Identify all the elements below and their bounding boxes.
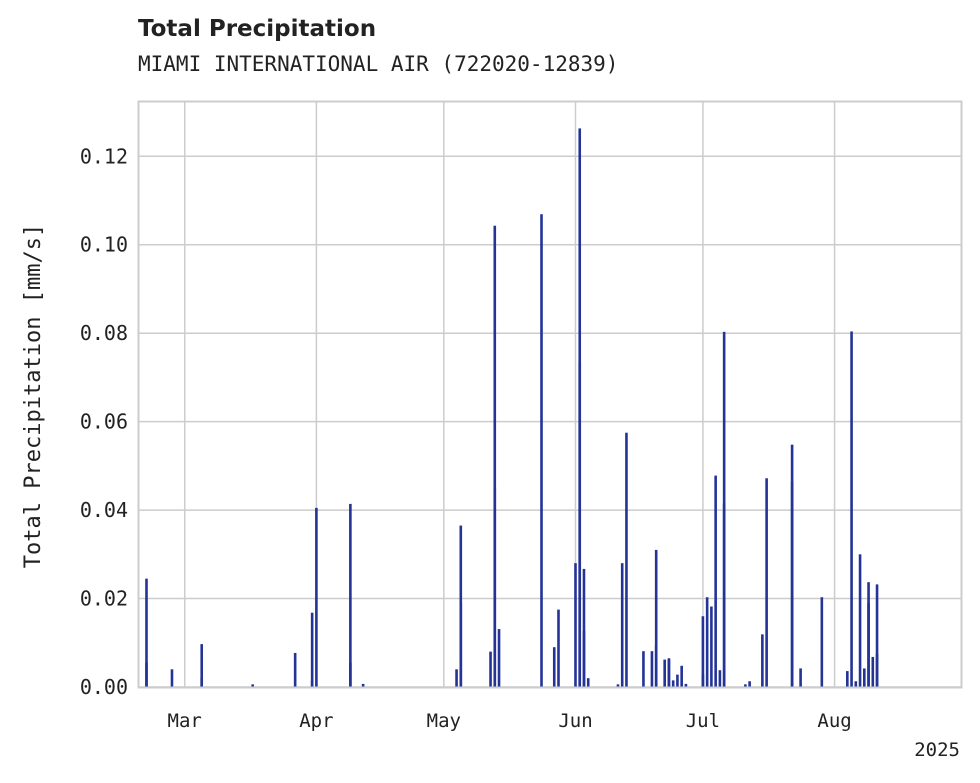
precip-bar <box>799 668 802 687</box>
precip-bar <box>455 669 458 687</box>
precip-bar <box>790 444 794 687</box>
precip-bar <box>765 478 768 687</box>
x-tick-label: Apr <box>299 710 333 732</box>
precip-bar <box>867 582 870 687</box>
precip-bar <box>701 616 705 687</box>
x-tick-labels: Mar Apr May Jun Jul Aug <box>168 710 852 732</box>
precip-bar <box>310 612 314 687</box>
bar-series <box>145 128 879 688</box>
precip-bar <box>854 681 858 687</box>
precip-bar <box>871 656 875 687</box>
x-tick-label: Jul <box>686 710 720 732</box>
precip-bar <box>489 651 492 687</box>
precip-bar <box>582 630 586 687</box>
precip-bar <box>625 432 628 687</box>
precip-bar <box>846 671 849 687</box>
precip-bar <box>684 683 688 687</box>
precip-bar <box>557 609 560 687</box>
y-tick-label: 0.02 <box>80 587 128 611</box>
chart-subtitle: MIAMI INTERNATIONAL AIR (722020-12839) <box>138 52 619 76</box>
precip-bar <box>574 563 577 687</box>
precip-bar <box>200 644 204 687</box>
precip-bar <box>586 678 590 687</box>
precip-bar <box>540 214 543 688</box>
chart-title: Total Precipitation <box>138 16 377 42</box>
x-tick-label: Aug <box>817 710 851 732</box>
precip-bar <box>200 678 204 687</box>
precip-bar <box>820 597 824 687</box>
precip-bar <box>663 659 666 687</box>
precip-bar <box>642 651 645 687</box>
precip-bar <box>315 507 318 687</box>
precip-bar <box>552 647 556 687</box>
y-tick-label: 0.00 <box>80 675 128 699</box>
grid-lines <box>138 101 962 688</box>
precip-bar <box>858 554 862 687</box>
x-year-label: 2025 <box>914 739 960 761</box>
precip-bar <box>705 597 709 687</box>
x-tick-label: Mar <box>168 710 202 732</box>
precip-bar <box>170 669 174 687</box>
precip-bar <box>875 584 879 687</box>
precip-bar <box>582 568 586 687</box>
plot-frame <box>137 100 963 689</box>
precip-bar <box>361 683 365 687</box>
precip-bar <box>667 659 671 687</box>
y-tick-label: 0.12 <box>80 144 128 168</box>
precip-bar <box>620 563 624 687</box>
y-tick-label: 0.04 <box>80 498 128 522</box>
precip-bar <box>654 549 658 687</box>
precip-bar <box>650 651 654 687</box>
y-tick-label: 0.06 <box>80 410 128 434</box>
precip-bar <box>578 128 582 687</box>
precip-bar <box>493 225 497 687</box>
precip-bar <box>863 668 866 687</box>
precip-bar <box>676 674 679 687</box>
y-tick-labels: 0.00 0.02 0.04 0.06 0.08 0.10 0.12 <box>80 144 128 699</box>
precip-bar <box>680 665 683 687</box>
y-tick-label: 0.10 <box>80 233 128 257</box>
precip-bar <box>748 681 751 687</box>
precip-bar <box>722 331 726 687</box>
precip-bar <box>850 331 853 687</box>
precip-bar <box>493 487 497 687</box>
precip-bar <box>710 606 713 687</box>
precip-bar <box>718 670 722 687</box>
x-tick-label: Jun <box>558 710 592 732</box>
x-tick-label: May <box>427 710 461 732</box>
precip-bar <box>616 684 620 687</box>
precip-bar <box>251 684 254 687</box>
precip-bar <box>497 629 501 687</box>
precip-bar <box>714 475 717 687</box>
precip-bar <box>654 644 658 687</box>
precip-bar <box>145 578 148 687</box>
precip-bar <box>671 680 675 687</box>
precip-bar <box>459 602 463 687</box>
precip-bar <box>744 684 747 687</box>
precip-bar <box>761 634 764 687</box>
precip-bar <box>875 653 879 687</box>
y-tick-label: 0.08 <box>80 321 128 345</box>
y-axis-label: Total Precipitation [mm/s] <box>21 224 46 568</box>
precip-bar <box>349 503 352 687</box>
precip-bar <box>293 652 297 687</box>
